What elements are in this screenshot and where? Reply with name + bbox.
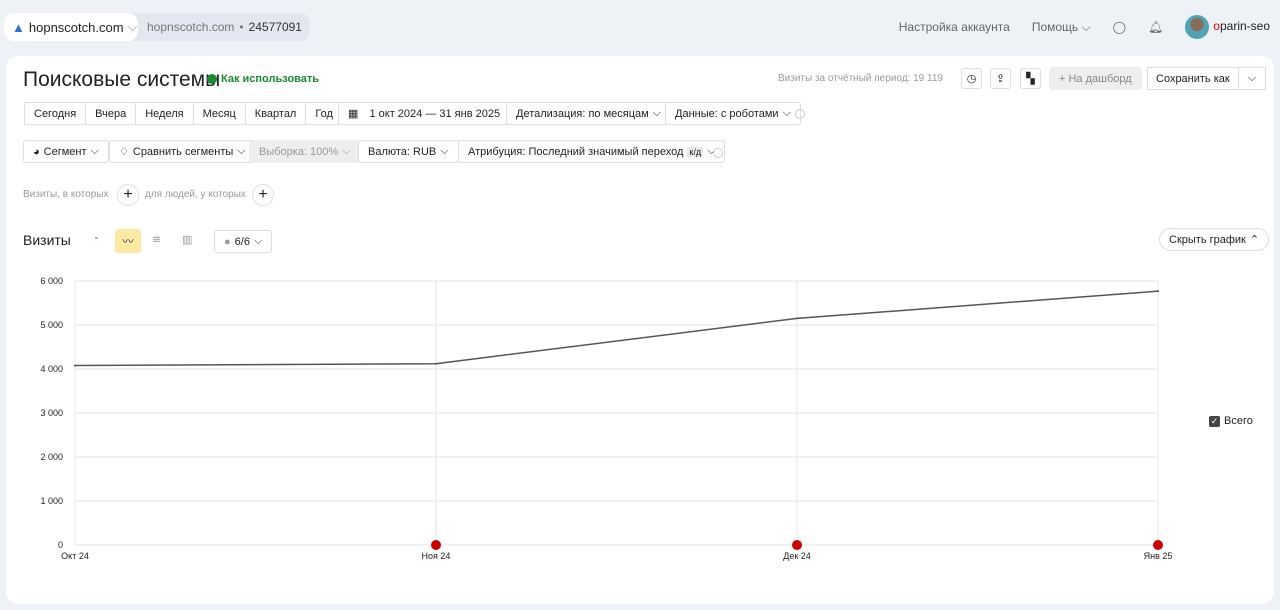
bubble-icon: ● bbox=[224, 235, 231, 248]
x-tick-label: Дек 24 bbox=[783, 551, 811, 561]
data-point bbox=[74, 364, 76, 367]
y-tick-label: 4 000 bbox=[40, 364, 63, 374]
counter-id: 24577091 bbox=[248, 20, 302, 34]
annotation-marker bbox=[431, 540, 441, 550]
chevron-down-icon: ⌵ bbox=[127, 19, 138, 34]
series-count: 6/6 bbox=[234, 235, 250, 248]
y-tick-label: 2 000 bbox=[40, 452, 63, 462]
currency-label: Валюта: RUB bbox=[368, 145, 437, 158]
currency-select[interactable]: Валюта: RUB ⌵ bbox=[358, 140, 459, 163]
segment-label: Сегмент bbox=[43, 145, 87, 158]
series-line bbox=[74, 290, 1159, 367]
sample-select[interactable]: Выборка: 100% ⌵ bbox=[249, 140, 361, 163]
help-menu[interactable]: Помощь ⌵ bbox=[1031, 19, 1091, 34]
user-menu[interactable]: oparin-seo bbox=[1185, 15, 1270, 39]
sample-label: Выборка: 100% bbox=[259, 145, 339, 158]
visits-line-chart: 0 1 000 2 000 3 000 4 000 5 000 6 000 Окт 24 Ноя… bbox=[40, 276, 1173, 561]
line-chart-icon[interactable]: 〰 bbox=[115, 229, 141, 253]
data-point bbox=[796, 317, 798, 320]
date-range-label: 1 окт 2024 — 31 янв 2025 bbox=[369, 107, 501, 120]
y-tick-label: 1 000 bbox=[40, 496, 63, 506]
metrica-logo-icon: ▲ bbox=[12, 19, 25, 35]
add-people-condition-button[interactable]: + bbox=[252, 184, 274, 206]
bell-icon[interactable]: 🔔︎ bbox=[1148, 20, 1164, 34]
user-name: parin-seo bbox=[1219, 19, 1270, 34]
annotation-marker bbox=[792, 540, 802, 550]
data-mode-label: Данные: с роботами bbox=[675, 107, 779, 120]
metric-title: Визиты bbox=[23, 232, 71, 248]
y-tick-label: 0 bbox=[58, 540, 63, 550]
period-today[interactable]: Сегодня bbox=[24, 102, 87, 125]
to-dashboard-button[interactable]: + На дашборд bbox=[1049, 67, 1142, 90]
legend-item-total[interactable]: ✓ Всего bbox=[1209, 415, 1253, 427]
counter-info[interactable]: hopnscotch.com • 24577091 bbox=[147, 20, 302, 34]
visits-period: Визиты за отчётный период: 19 119 bbox=[778, 73, 943, 84]
legend-label: Всего bbox=[1224, 415, 1253, 427]
attribution-select[interactable]: Атрибуция: Последний значимый переход к/д… bbox=[458, 140, 726, 163]
detail-label: Детализация: по месяцам bbox=[516, 107, 649, 120]
attribution-badge: к/д bbox=[687, 146, 704, 157]
account-settings-link[interactable]: Настройка аккаунта bbox=[898, 20, 1010, 34]
help-icon[interactable] bbox=[713, 148, 723, 158]
y-tick-label: 6 000 bbox=[40, 276, 63, 286]
hide-chart-button[interactable]: Скрыть график ⌃ bbox=[1159, 228, 1270, 251]
visits-condition-label: Визиты, в которых bbox=[23, 189, 109, 200]
period-yesterday[interactable]: Вчера bbox=[85, 102, 137, 125]
x-tick-label: Ноя 24 bbox=[422, 551, 451, 561]
checkbox-checked-icon[interactable]: ✓ bbox=[1209, 415, 1220, 427]
compare-icon[interactable]: ▚ bbox=[1020, 68, 1041, 89]
area-chart-icon[interactable]: ≋ bbox=[152, 234, 162, 246]
x-tick-label: Янв 25 bbox=[1144, 551, 1173, 561]
top-bar: ▲ hopnscotch.com ⌵ hopnscotch.com • 24577091… bbox=[4, 13, 1280, 41]
detail-select[interactable]: Детализация: по месяцам ⌵ bbox=[506, 102, 672, 125]
calendar-icon: ▦ bbox=[348, 108, 359, 120]
y-tick-label: 3 000 bbox=[40, 408, 63, 418]
save-as-button[interactable]: Сохранить как bbox=[1147, 67, 1239, 90]
date-range-picker[interactable]: ▦ 1 окт 2024 — 31 янв 2025 bbox=[338, 102, 511, 125]
save-as-dropdown[interactable]: ⌵ bbox=[1237, 67, 1267, 90]
add-visit-condition-button[interactable]: + bbox=[117, 184, 139, 206]
help-icon[interactable] bbox=[795, 109, 805, 119]
hide-chart-label: Скрыть график bbox=[1169, 233, 1246, 246]
howto-label: Как использовать bbox=[221, 73, 320, 85]
user-first-letter: o bbox=[1213, 19, 1220, 34]
bar-chart-icon[interactable]: ▥ bbox=[182, 234, 193, 246]
chat-icon[interactable]: ◯ bbox=[1112, 20, 1127, 34]
avatar bbox=[1185, 15, 1210, 39]
pie-icon: ◕ bbox=[33, 145, 40, 158]
period-quarter[interactable]: Квартал bbox=[244, 102, 307, 125]
x-tick-label: Окт 24 bbox=[61, 551, 89, 561]
report-card: Поисковые системы Как использовать Визит… bbox=[6, 56, 1274, 604]
pie-chart-icon[interactable]: ◔ bbox=[92, 233, 99, 245]
people-condition-label: для людей, у которых bbox=[145, 189, 246, 200]
export-icon[interactable]: ⇪ bbox=[990, 68, 1011, 89]
y-tick-label: 5 000 bbox=[40, 320, 63, 330]
period-month[interactable]: Месяц bbox=[192, 102, 246, 125]
series-select[interactable]: ● 6/6 ⌵ bbox=[214, 230, 273, 253]
data-point bbox=[1157, 290, 1159, 293]
compare-label: Сравнить сегменты bbox=[132, 145, 234, 158]
site-name: hopnscotch.com bbox=[28, 19, 124, 35]
drops-icon: ♢ bbox=[119, 146, 129, 158]
help-label: Помощь bbox=[1031, 19, 1079, 34]
howto-link[interactable]: Как использовать bbox=[207, 73, 319, 85]
history-icon[interactable]: ◷ bbox=[961, 68, 982, 89]
data-mode-select[interactable]: Данные: с роботами ⌵ bbox=[665, 102, 801, 125]
info-icon bbox=[207, 74, 217, 84]
attribution-label: Атрибуция: Последний значимый переход bbox=[468, 145, 684, 158]
compare-segments-button[interactable]: ♢ Сравнить сегменты ⌵ bbox=[109, 140, 256, 163]
counter-site: hopnscotch.com bbox=[147, 20, 235, 34]
period-week[interactable]: Неделя bbox=[135, 102, 194, 125]
annotation-marker bbox=[1153, 540, 1163, 550]
data-point bbox=[435, 362, 437, 365]
segment-button[interactable]: ◕ Сегмент ⌵ bbox=[23, 140, 109, 163]
page-title: Поисковые системы bbox=[23, 68, 221, 91]
site-selector[interactable]: ▲ hopnscotch.com ⌵ bbox=[4, 13, 138, 41]
